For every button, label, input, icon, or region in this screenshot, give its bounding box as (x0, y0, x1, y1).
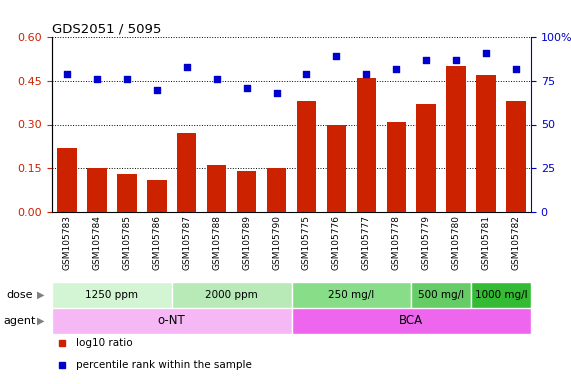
Bar (292, 282, 411, 308)
Bar (292, 308, 531, 334)
Bar (57, 148, 77, 212)
Bar (147, 180, 167, 212)
Text: 500 mg/l: 500 mg/l (418, 290, 464, 300)
Text: ▶: ▶ (37, 316, 44, 326)
Text: dose: dose (7, 290, 33, 300)
Point (452, 57, 461, 63)
Bar (387, 122, 406, 212)
Point (212, 76, 221, 82)
Point (272, 90, 281, 96)
Point (421, 57, 431, 63)
Point (62, 71, 71, 77)
Bar (411, 282, 471, 308)
Bar (87, 168, 107, 212)
Bar (447, 66, 466, 212)
Text: 250 mg/l: 250 mg/l (328, 290, 375, 300)
Bar (117, 174, 136, 212)
Bar (52, 308, 292, 334)
Bar (237, 171, 256, 212)
Bar (327, 124, 346, 212)
Text: o-NT: o-NT (158, 314, 186, 328)
Text: agent: agent (4, 316, 36, 326)
Bar (471, 282, 531, 308)
Point (302, 71, 311, 77)
Bar (506, 101, 526, 212)
Bar (52, 282, 172, 308)
Bar (476, 75, 496, 212)
Bar (357, 78, 376, 212)
Point (392, 65, 401, 71)
Point (242, 85, 251, 91)
Point (362, 71, 371, 77)
Point (182, 64, 191, 70)
Bar (172, 282, 292, 308)
Bar (416, 104, 436, 212)
Point (122, 76, 131, 82)
Text: BCA: BCA (399, 314, 423, 328)
Bar (207, 166, 226, 212)
Bar (177, 133, 196, 212)
Text: percentile rank within the sample: percentile rank within the sample (76, 360, 252, 370)
Point (93, 76, 102, 82)
Text: 1000 mg/l: 1000 mg/l (475, 290, 528, 300)
Point (152, 86, 162, 93)
Point (512, 65, 521, 71)
Point (481, 50, 490, 56)
Bar (297, 101, 316, 212)
Bar (267, 168, 286, 212)
Text: 2000 ppm: 2000 ppm (205, 290, 258, 300)
Text: 1250 ppm: 1250 ppm (86, 290, 138, 300)
Point (332, 53, 341, 59)
Text: GDS2051 / 5095: GDS2051 / 5095 (52, 23, 162, 36)
Text: ▶: ▶ (37, 290, 44, 300)
Text: log10 ratio: log10 ratio (76, 338, 132, 348)
